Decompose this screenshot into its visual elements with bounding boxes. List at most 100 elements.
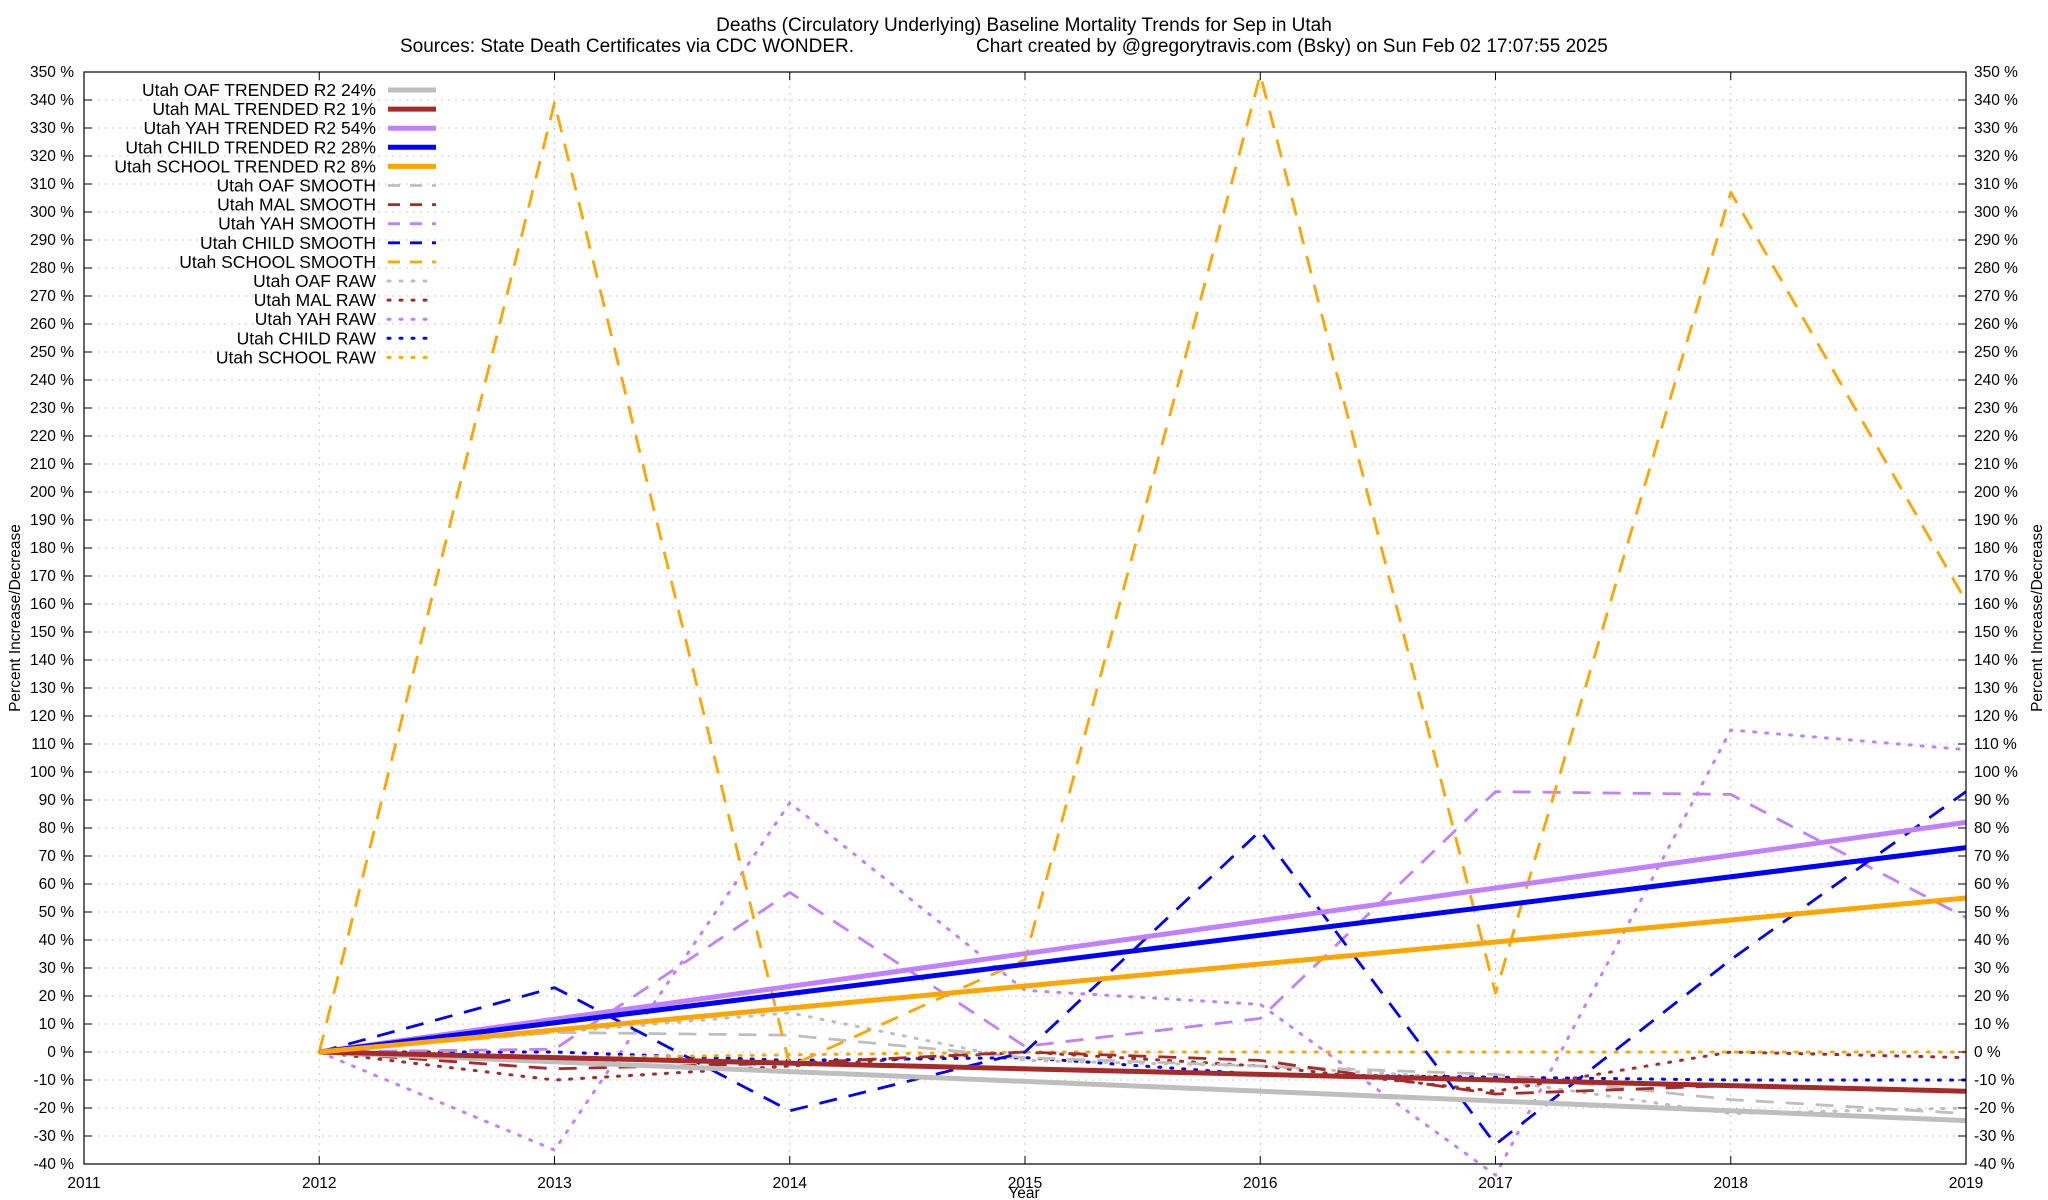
y-tick-label-left: 110 % <box>31 736 74 753</box>
y-tick-label-right: 20 % <box>1974 988 2010 1005</box>
x-tick-label: 2019 <box>1949 1175 1983 1192</box>
chart-subtitle-credit: Chart created by @gregorytravis.com (Bsk… <box>976 36 1608 57</box>
legend-label: Utah YAH RAW <box>255 309 377 329</box>
y-tick-label-left: 340 % <box>30 92 74 109</box>
series-line-yah-smooth <box>319 790 1967 1054</box>
y-tick-label-right: 240 % <box>1974 372 2018 389</box>
y-tick-label-left: 190 % <box>30 512 74 529</box>
legend-label: Utah OAF TRENDED R2 24% <box>142 80 376 100</box>
x-tick-label: 2014 <box>773 1175 808 1192</box>
y-tick-label-left: 170 % <box>30 568 74 585</box>
y-tick-label-right: 220 % <box>1974 428 2018 445</box>
y-tick-label-right: 310 % <box>1974 176 2018 193</box>
y-tick-label-right: 300 % <box>1974 204 2018 221</box>
legend-label: Utah OAF SMOOTH <box>217 176 376 196</box>
y-tick-label-right: 260 % <box>1974 316 2018 333</box>
series-line-child-smooth <box>318 790 1967 1146</box>
y-tick-label-left: 310 % <box>30 176 74 193</box>
y-tick-label-right: 110 % <box>1974 736 2017 753</box>
legend: Utah OAF TRENDED R2 24%Utah MAL TRENDED … <box>114 80 438 367</box>
y-tick-label-right: 40 % <box>1974 932 2010 949</box>
y-tick-label-left: 200 % <box>30 484 74 501</box>
y-tick-label-left: 320 % <box>30 148 74 165</box>
y-tick-label-left: 100 % <box>30 764 74 781</box>
y-tick-label-left: 300 % <box>30 204 74 221</box>
x-tick-label: 2013 <box>537 1175 571 1192</box>
y-tick-label-left: 270 % <box>30 288 74 305</box>
y-tick-label-right: 180 % <box>1974 540 2018 557</box>
y-tick-label-right: 210 % <box>1974 456 2018 473</box>
y-tick-label-right: -30 % <box>1974 1128 2015 1145</box>
y-tick-label-right: 280 % <box>1974 260 2018 277</box>
y-tick-label-left: 70 % <box>39 848 75 865</box>
y-tick-label-right: 320 % <box>1974 148 2018 165</box>
y-tick-label-left: 160 % <box>30 596 74 613</box>
y-tick-label-right: 160 % <box>1974 596 2018 613</box>
y-tick-label-right: 30 % <box>1974 960 2010 977</box>
y-tick-label-left: 240 % <box>30 372 74 389</box>
y-tick-label-left: 0 % <box>47 1044 74 1061</box>
x-tick-label: 2017 <box>1478 1175 1512 1192</box>
legend-label: Utah YAH TRENDED R2 54% <box>144 118 376 138</box>
x-tick-label: 2012 <box>302 1175 336 1192</box>
legend-label: Utah SCHOOL RAW <box>216 347 377 367</box>
series-line-oaf-trend <box>319 1049 1967 1124</box>
legend-label: Utah MAL TRENDED R2 1% <box>152 99 376 119</box>
y-tick-label-left: 60 % <box>39 876 75 893</box>
x-tick-label: 2018 <box>1714 1175 1748 1192</box>
y-tick-label-right: 0 % <box>1974 1044 2001 1061</box>
y-tick-label-right: 60 % <box>1974 876 2010 893</box>
series-line-oaf-smooth <box>319 1031 1967 1115</box>
chart-title: Deaths (Circulatory Underlying) Baseline… <box>716 15 1332 36</box>
y-tick-label-left: 350 % <box>30 64 74 81</box>
y-tick-label-left: 30 % <box>39 960 75 977</box>
y-tick-label-left: 50 % <box>39 904 75 921</box>
y-tick-label-right: 340 % <box>1974 92 2018 109</box>
legend-label: Utah CHILD SMOOTH <box>200 233 376 253</box>
series-line-child-trend <box>318 845 1967 1055</box>
y-tick-label-left: 90 % <box>39 792 75 809</box>
legend-label: Utah MAL SMOOTH <box>217 195 376 215</box>
y-tick-label-left: 280 % <box>30 260 74 277</box>
y-tick-label-left: 290 % <box>30 232 74 249</box>
legend-label: Utah MAL RAW <box>254 290 377 310</box>
plot-series <box>317 73 1968 1177</box>
series-line-school-smooth <box>317 73 1968 1068</box>
legend-label: Utah SCHOOL TRENDED R2 8% <box>114 156 376 176</box>
y-tick-label-left: 10 % <box>39 1016 75 1033</box>
y-tick-label-left: 40 % <box>39 932 75 949</box>
y-tick-label-right: 100 % <box>1974 764 2018 781</box>
y-tick-label-left: -10 % <box>34 1072 75 1089</box>
y-tick-label-right: 350 % <box>1974 64 2018 81</box>
x-tick-label: 2016 <box>1243 1175 1277 1192</box>
y-tick-label-right: 120 % <box>1974 708 2018 725</box>
y-tick-label-right: 50 % <box>1974 904 2010 921</box>
y-tick-label-right: 200 % <box>1974 484 2018 501</box>
legend-label: Utah CHILD RAW <box>237 328 377 348</box>
y-axis-label-right: Percent Increase/Decrease <box>2029 524 2046 712</box>
legend-label: Utah YAH SMOOTH <box>218 214 376 234</box>
y-tick-label-left: 260 % <box>30 316 74 333</box>
y-tick-label-right: 80 % <box>1974 820 2010 837</box>
y-tick-label-right: 10 % <box>1974 1016 2010 1033</box>
y-tick-label-right: 70 % <box>1974 848 2010 865</box>
y-tick-label-right: 290 % <box>1974 232 2018 249</box>
series-line-mal-smooth <box>319 1050 1967 1096</box>
y-tick-label-right: 230 % <box>1974 400 2018 417</box>
y-tick-label-left: -20 % <box>34 1100 75 1117</box>
y-tick-label-right: 150 % <box>1974 624 2018 641</box>
y-tick-label-right: -10 % <box>1974 1072 2015 1089</box>
y-tick-label-left: -30 % <box>34 1128 75 1145</box>
y-tick-label-right: 140 % <box>1974 652 2018 669</box>
chart-subtitle-sources: Sources: State Death Certificates via CD… <box>400 36 854 57</box>
x-tick-label: 2011 <box>67 1175 100 1192</box>
y-tick-label-right: 250 % <box>1974 344 2018 361</box>
y-tick-label-left: 230 % <box>30 400 74 417</box>
y-tick-label-left: 80 % <box>39 820 75 837</box>
y-tick-label-left: 150 % <box>30 624 74 641</box>
y-tick-label-right: 270 % <box>1974 288 2018 305</box>
y-tick-label-right: -20 % <box>1974 1100 2015 1117</box>
y-tick-label-left: 180 % <box>30 540 74 557</box>
y-tick-label-left: 250 % <box>30 344 74 361</box>
